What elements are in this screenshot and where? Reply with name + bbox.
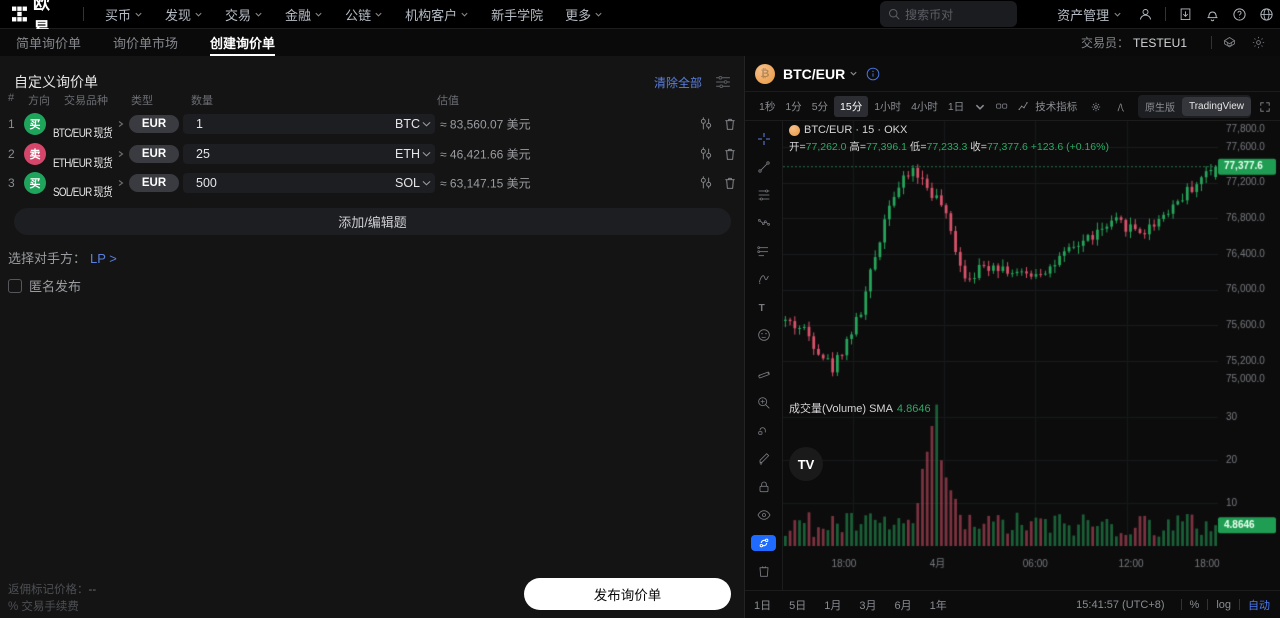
svg-text:T: T	[758, 303, 764, 314]
